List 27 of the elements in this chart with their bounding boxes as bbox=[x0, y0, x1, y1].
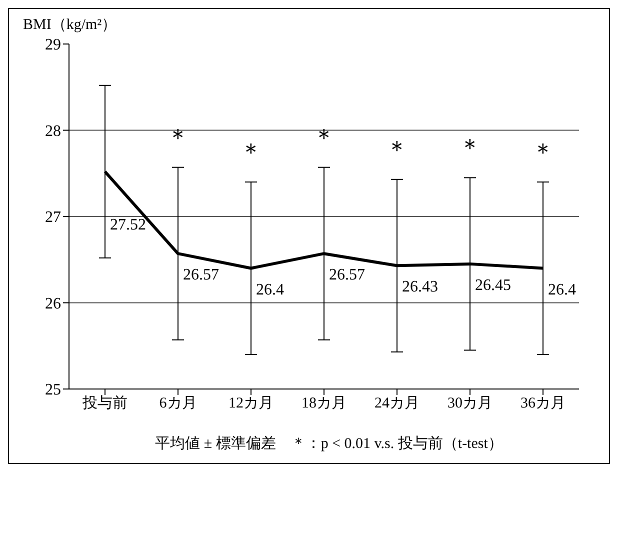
x-tick-label: 30カ月 bbox=[448, 396, 492, 412]
data-label: 26.45 bbox=[475, 276, 511, 294]
data-label: 26.4 bbox=[256, 281, 284, 298]
data-label: 26.57 bbox=[329, 266, 365, 284]
data-label: 27.52 bbox=[110, 216, 146, 234]
annotation: ＊ bbox=[239, 140, 263, 166]
x-tick-label: 36カ月 bbox=[520, 396, 566, 412]
annotation: ＊ bbox=[166, 125, 190, 152]
x-tick-label: 18カ月 bbox=[302, 396, 346, 412]
data-label: 26.43 bbox=[402, 278, 438, 296]
x-tick-label: 12カ月 bbox=[228, 396, 274, 412]
annotation: ＊ bbox=[385, 137, 409, 164]
data-label: 26.57 bbox=[183, 266, 219, 284]
data-label: 26.4 bbox=[548, 281, 576, 298]
y-tick-label: 28 bbox=[45, 122, 61, 140]
text: 平均値 ± 標準偏差 ＊：p < 0.01 v.s. 投与前（t-test） bbox=[154, 434, 504, 454]
y-axis-title: BMI（kg/m²） bbox=[22, 16, 118, 34]
annotation: ＊ bbox=[312, 125, 336, 152]
y-tick-label: 27 bbox=[45, 209, 61, 226]
x-tick-label: 投与前 bbox=[82, 394, 128, 412]
y-tick-label: 29 bbox=[45, 36, 61, 54]
y-tick-label: 25 bbox=[45, 382, 61, 399]
x-tick-label: 6カ月 bbox=[159, 396, 197, 412]
y-tick-label: 26 bbox=[45, 295, 61, 312]
annotation: ＊ bbox=[458, 136, 482, 162]
x-tick-label: 24カ月 bbox=[374, 396, 420, 412]
annotation: ＊ bbox=[531, 140, 555, 166]
